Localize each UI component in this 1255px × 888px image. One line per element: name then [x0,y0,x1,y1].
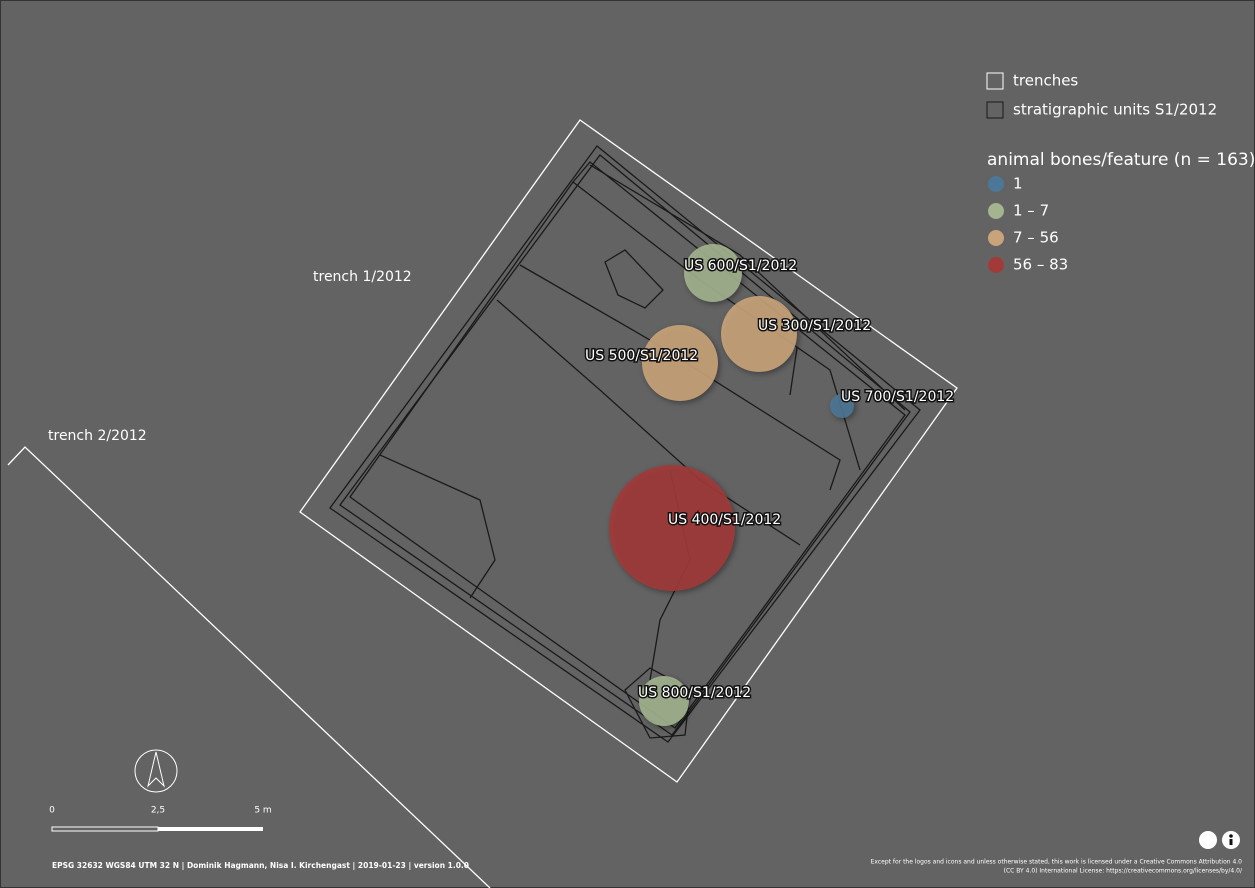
north-circle [134,749,178,793]
unit-pit [604,249,664,309]
legend-swatch [986,72,1004,90]
trench-1 [299,119,958,783]
feature-circle [830,394,854,418]
legend-title: animal bones/feature (n = 163) [987,150,1255,170]
legend-label: stratigraphic units S1/2012 [1013,101,1217,119]
legend-label: 1 [1013,175,1023,193]
legend-label: 7 – 56 [1013,229,1059,247]
unit-line [589,164,906,411]
map-label: trench 1/2012 [313,269,412,285]
license: (CC BY 4.0) International License: https… [1004,868,1243,875]
legend-label: 56 – 83 [1013,256,1068,274]
unit-line [379,454,496,599]
feature-circle [642,325,718,401]
feature-label: US 800/S1/2012 [638,685,751,701]
scale-label: 5 m [254,806,271,816]
unit-outline [349,161,906,729]
legend-swatch [986,101,1004,119]
unit-line [789,347,798,396]
feature-label: US 500/S1/2012 [585,348,698,364]
scale-segment [158,827,263,831]
feature-circle [684,244,742,302]
license: Except for the logos and icons and unles… [871,859,1243,866]
unit-line [496,299,801,546]
legend-symbol [988,176,1004,192]
trench-2 [7,446,491,888]
by-icon-body [1229,839,1233,845]
legend-label: 1 – 7 [1013,202,1049,220]
map-label: trench 2/2012 [48,428,147,444]
unit-outline [329,145,921,743]
unit-pit [624,667,691,739]
scale-label: 2,5 [151,806,165,816]
feature-label: US 400/S1/2012 [668,512,781,528]
feature-circle [609,465,735,591]
north-arrowhead [147,751,165,788]
feature-circle [721,296,797,372]
cc-icon [1199,831,1217,849]
credits: EPSG 32632 WGS84 UTM 32 N | Dominik Hagm… [52,861,469,871]
cc-icons [1199,831,1240,849]
feature-label: US 300/S1/2012 [758,318,871,334]
unit-line [519,264,841,491]
features: US 600/S1/2012 US 300/S1/2012 US 500/S1/20… [584,244,956,726]
feature-circle [639,676,689,726]
scale-bar: 0 2,5 5 m [49,806,272,832]
legend-symbol [988,203,1004,219]
scale-label: 0 [49,806,55,816]
feature-label: US 600/S1/2012 [684,258,797,274]
north-arrow [134,749,178,793]
trench-outlines [7,119,958,888]
legend-symbol [988,257,1004,273]
feature-label: US 700/S1/2012 [841,389,954,405]
legend: trenches stratigraphic units S1/2012 ani… [986,72,1255,274]
legend-classes: 1 1 – 7 7 – 56 56 – 83 [988,175,1068,274]
legend-label: trenches [1013,72,1078,90]
by-icon-head [1229,834,1233,838]
legend-symbol [988,230,1004,246]
